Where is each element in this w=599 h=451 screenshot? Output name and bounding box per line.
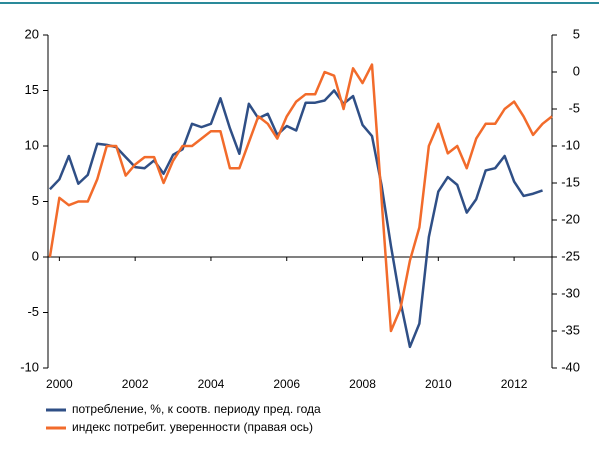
- y2-tick-label: -20: [561, 211, 580, 226]
- x-tick-label: 2012: [501, 377, 528, 391]
- x-tick-label: 2008: [349, 377, 376, 391]
- y-tick-label: 10: [25, 137, 39, 152]
- y2-tick-label: -30: [561, 285, 580, 300]
- legend-label: потребление, %, к соотв. периоду пред. г…: [72, 402, 321, 416]
- y-tick-label: -10: [20, 359, 39, 374]
- y-tick-label: 15: [25, 82, 39, 97]
- y2-tick-label: -40: [561, 359, 580, 374]
- y2-tick-label: -10: [561, 137, 580, 152]
- x-tick-label: 2006: [273, 377, 300, 391]
- y2-tick-label: -15: [561, 174, 580, 189]
- series-line: [48, 63, 553, 333]
- y2-tick-label: 0: [573, 63, 580, 78]
- y2-tick-label: -35: [561, 322, 580, 337]
- x-tick-label: 2004: [198, 377, 225, 391]
- legend-label: индекс потребит. уверенности (правая ось…: [72, 420, 313, 434]
- x-tick-label: 2000: [46, 377, 73, 391]
- y-tick-label: 5: [32, 193, 39, 208]
- series-line: [48, 89, 543, 349]
- y2-tick-label: 5: [573, 26, 580, 41]
- x-tick-label: 2010: [425, 377, 452, 391]
- y2-tick-label: -5: [568, 100, 580, 115]
- y-tick-label: 0: [32, 248, 39, 263]
- y-tick-label: -5: [27, 304, 39, 319]
- y2-tick-label: -25: [561, 248, 580, 263]
- x-tick-label: 2002: [122, 377, 149, 391]
- y-tick-label: 20: [25, 26, 39, 41]
